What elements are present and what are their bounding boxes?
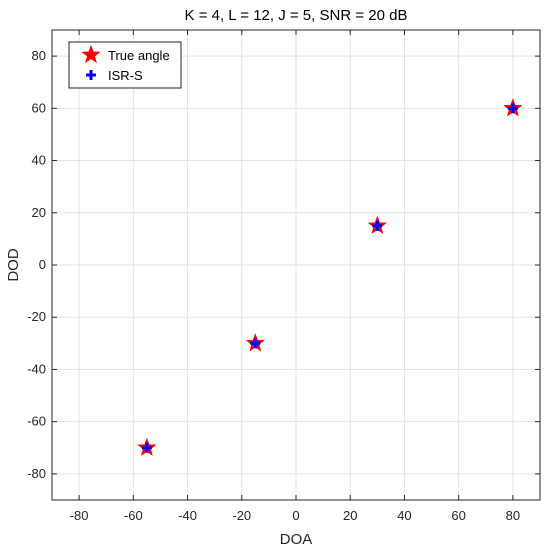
- x-tick-label: -40: [178, 508, 197, 523]
- grid-lines: [52, 30, 540, 500]
- y-tick-label: -60: [27, 414, 46, 429]
- x-tick-label: -20: [232, 508, 251, 523]
- legend-entry-true-angle: True angle: [81, 44, 170, 64]
- y-tick-label: 20: [32, 205, 46, 220]
- y-tick-label: -40: [27, 361, 46, 376]
- isr-s-plus-point: [141, 442, 152, 453]
- y-tick-label: 60: [32, 100, 46, 115]
- legend-star-icon: [81, 44, 101, 64]
- y-tick-label: 0: [39, 257, 46, 272]
- data-markers: [137, 98, 523, 457]
- legend-label-true-angle: True angle: [108, 48, 170, 63]
- chart-title: K = 4, L = 12, J = 5, SNR = 20 dB: [185, 7, 408, 24]
- x-tick-labels: -80 -60 -40 -20 0 20 40 60 80: [70, 508, 520, 523]
- legend: True angle ISR-S: [68, 41, 182, 89]
- x-tick-label: 0: [292, 508, 299, 523]
- legend-box: [68, 41, 182, 89]
- isr-s-plus-point: [250, 338, 261, 349]
- x-tick-label: 40: [397, 508, 411, 523]
- plot-frame: [51, 29, 541, 501]
- legend-plus-marker: [86, 70, 96, 80]
- y-tick-label: -80: [27, 466, 46, 481]
- x-tick-label: -80: [70, 508, 89, 523]
- isr-s-plus-point: [372, 220, 383, 231]
- legend-star-marker: [81, 44, 101, 64]
- y-tick-label: -20: [27, 309, 46, 324]
- y-axis-label: DOD: [5, 248, 22, 282]
- x-tick-label: 60: [451, 508, 465, 523]
- series-plus: [141, 103, 518, 453]
- x-tick-label: 20: [343, 508, 357, 523]
- y-tick-label: 40: [32, 153, 46, 168]
- axis-ticks: [52, 30, 540, 500]
- legend-plus-icon: [86, 70, 96, 80]
- legend-entry-isr-s: ISR-S: [86, 68, 143, 83]
- plot-area: -80 -60 -40 -20 0 20 40 60 80 -80 -60 -40 -20 0 20 40 6…: [27, 29, 541, 523]
- legend-label-isr-s: ISR-S: [108, 68, 143, 83]
- y-tick-label: 80: [32, 48, 46, 63]
- y-tick-labels: -80 -60 -40 -20 0 20 40 60 80: [27, 48, 46, 481]
- isr-s-plus-point: [507, 103, 518, 114]
- x-tick-label: -60: [124, 508, 143, 523]
- x-axis-label: DOA: [280, 531, 313, 548]
- x-tick-label: 80: [506, 508, 520, 523]
